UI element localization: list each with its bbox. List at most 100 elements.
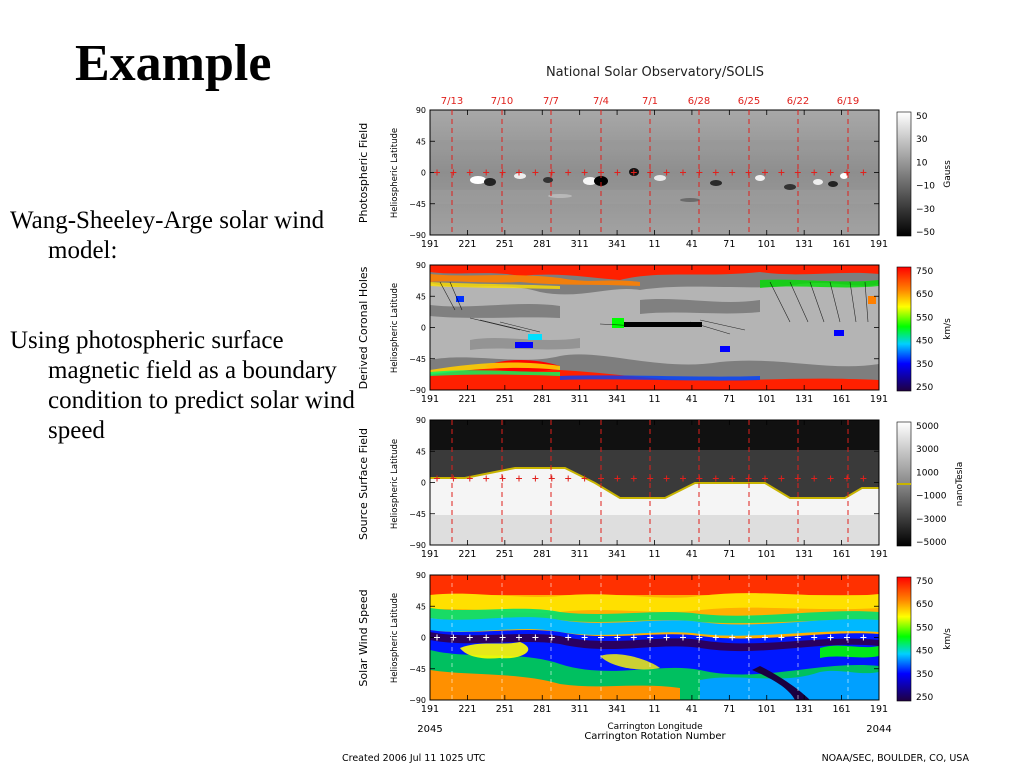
colorbar-unit-nanotesla: nanoTesla — [955, 462, 965, 507]
lon-tick-label: 191 — [421, 239, 439, 250]
date-cross — [778, 475, 785, 482]
date-cross — [532, 475, 539, 482]
date-cross — [663, 475, 670, 482]
date-cross — [762, 475, 768, 482]
panel-title-source-surface-field: Source Surface Field — [357, 428, 370, 540]
lon-tick-label: 191 — [870, 239, 888, 250]
lon-tick-label: 191 — [870, 704, 888, 715]
date-cross — [434, 169, 440, 176]
date-cross — [680, 169, 686, 176]
colorbar-tick-label: 1000 — [916, 468, 939, 478]
colorbar-tick-label: 30 — [916, 135, 928, 145]
date-cross — [811, 475, 818, 482]
lon-tick-label: 131 — [795, 239, 813, 250]
date-cross — [762, 169, 768, 176]
date-cross — [712, 475, 719, 482]
date-label: 6/22 — [787, 96, 809, 107]
lon-tick-label: 101 — [758, 704, 776, 715]
colorbar-tick-label: −30 — [916, 205, 935, 215]
date-cross — [450, 475, 457, 482]
slide-title: Example — [75, 35, 272, 92]
date-cross — [614, 634, 621, 641]
date-cross — [598, 634, 604, 641]
date-cross — [598, 169, 604, 176]
date-cross — [729, 475, 736, 482]
lat-tick-label: −45 — [409, 200, 426, 209]
colorbar-tick-label: 50 — [916, 112, 928, 122]
lon-tick-label: 131 — [795, 549, 813, 560]
solar-wind-speed-panel: 191 221 251 281 311 341 11 41 71 101 131 161 191 90 45… — [357, 571, 953, 715]
lat-tick-label: −45 — [409, 510, 426, 519]
date-cross — [794, 169, 801, 176]
lon-tick-label: 311 — [571, 394, 589, 405]
lon-tick-label: 101 — [758, 239, 776, 250]
panel-title-photospheric-field: Photospheric Field — [357, 123, 370, 223]
panel-lat-label: Heliospheric Latitude — [390, 128, 400, 218]
date-cross — [516, 475, 522, 482]
lon-tick-label: 11 — [648, 394, 660, 405]
lon-tick-label: 191 — [421, 394, 439, 405]
colorbar-tick-label: 10 — [916, 158, 928, 168]
colorbar-speed-wind — [896, 576, 912, 702]
date-cross — [630, 169, 637, 176]
colorbar-tick-label: 750 — [916, 267, 933, 277]
colorbar-tick-label: −1000 — [916, 492, 947, 502]
lon-tick-label: 161 — [833, 239, 851, 250]
date-cross — [647, 634, 654, 641]
colorbar-tick-label: −3000 — [916, 515, 947, 525]
lat-tick-label: −90 — [409, 696, 426, 705]
date-cross — [565, 634, 572, 641]
date-cross — [794, 634, 801, 641]
colorbar-tick-label: −10 — [916, 182, 935, 192]
date-cross — [581, 169, 588, 176]
lon-tick-label: 41 — [686, 549, 698, 560]
date-cross — [827, 634, 834, 641]
lon-tick-label: 131 — [795, 394, 813, 405]
date-cross — [712, 634, 719, 641]
lon-tick-label: 41 — [686, 704, 698, 715]
lon-tick-label: 341 — [608, 549, 626, 560]
rotation-number-left: 2045 — [417, 724, 442, 735]
lon-tick-label: 251 — [496, 549, 514, 560]
lon-tick-label: 311 — [571, 704, 589, 715]
date-cross — [811, 634, 818, 641]
date-cross — [565, 475, 572, 482]
date-label: 7/10 — [491, 96, 513, 107]
lon-tick-label: 341 — [608, 239, 626, 250]
colorbar-tick-label: 250 — [916, 693, 933, 703]
date-cross — [581, 475, 588, 482]
colorbar-tick-label: 550 — [916, 623, 933, 633]
lon-tick-label: 41 — [686, 394, 698, 405]
lon-tick-label: 71 — [723, 394, 735, 405]
lon-tick-label: 281 — [533, 239, 551, 250]
date-cross — [647, 169, 654, 176]
date-cross — [778, 169, 785, 176]
date-cross — [663, 169, 670, 176]
colorbar-tick-label: 250 — [916, 383, 933, 393]
date-cross — [712, 169, 719, 176]
date-cross — [844, 475, 850, 482]
colorbar-unit-gauss: Gauss — [943, 160, 953, 188]
photospheric-field-panel: 191 221 251 281 311 341 11 41 71 101 131 161 191 90 45… — [357, 106, 953, 250]
lon-tick-label: 11 — [648, 549, 660, 560]
lon-tick-label: 341 — [608, 704, 626, 715]
date-label: 7/1 — [642, 96, 658, 107]
colorbar-tick-label: 450 — [916, 647, 933, 657]
date-label: 6/19 — [837, 96, 859, 107]
footer-created: Created 2006 Jul 11 1025 UTC — [342, 753, 486, 764]
date-cross — [483, 634, 490, 641]
lat-tick-label: −90 — [409, 231, 426, 240]
date-cross — [450, 634, 457, 641]
date-label: 6/28 — [688, 96, 710, 107]
lon-tick-label: 161 — [833, 549, 851, 560]
date-cross — [663, 634, 670, 641]
date-cross — [581, 634, 588, 641]
lat-tick-label: 45 — [416, 447, 426, 456]
date-cross — [811, 169, 818, 176]
lon-tick-label: 191 — [421, 549, 439, 560]
panel-lat-label: Heliospheric Latitude — [390, 593, 400, 683]
lon-tick-label: 71 — [723, 704, 735, 715]
lon-tick-label: 281 — [533, 704, 551, 715]
colorbar-tick-label: 550 — [916, 313, 933, 323]
date-cross — [466, 169, 473, 176]
